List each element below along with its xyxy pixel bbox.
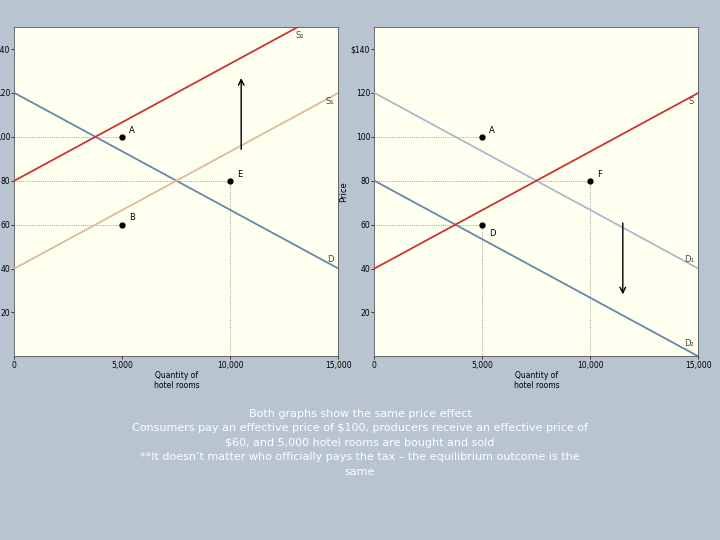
X-axis label: Quantity of
hotel rooms: Quantity of hotel rooms	[513, 371, 559, 390]
Text: D: D	[489, 229, 495, 238]
Text: D₁: D₁	[684, 255, 694, 264]
Y-axis label: Price: Price	[339, 181, 348, 202]
Text: F: F	[597, 170, 602, 179]
Text: S₁: S₁	[325, 97, 334, 106]
Text: D: D	[328, 255, 334, 264]
Text: S: S	[689, 97, 694, 106]
Text: E: E	[237, 170, 242, 179]
X-axis label: Quantity of
hotel rooms: Quantity of hotel rooms	[153, 371, 199, 390]
Text: A: A	[489, 126, 495, 134]
Text: D₂: D₂	[684, 339, 694, 348]
Text: Both graphs show the same price effect
Consumers pay an effective price of $100,: Both graphs show the same price effect C…	[132, 409, 588, 477]
Text: A: A	[129, 126, 135, 134]
Text: B: B	[129, 213, 135, 222]
Text: S₂: S₂	[295, 31, 304, 40]
